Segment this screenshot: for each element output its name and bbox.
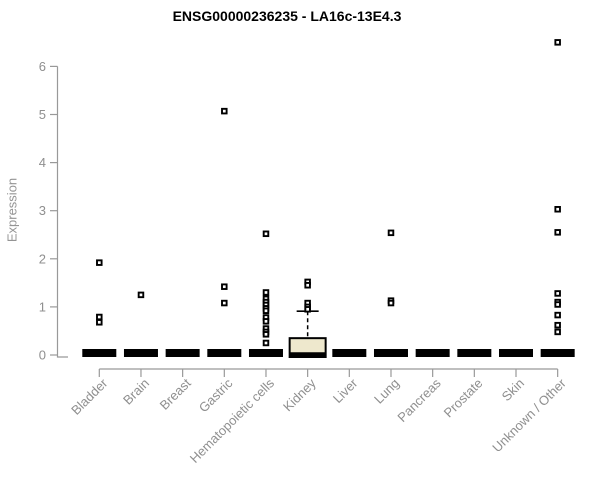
y-tick-label: 0 bbox=[39, 348, 46, 363]
box-collapsed bbox=[540, 349, 575, 357]
box-collapsed bbox=[332, 349, 367, 357]
outlier-point bbox=[554, 311, 561, 319]
box-collapsed bbox=[207, 349, 242, 357]
chart-title: ENSG00000236235 - LA16c-13E4.3 bbox=[172, 8, 402, 24]
outlier-point bbox=[554, 328, 561, 336]
y-tick-label: 4 bbox=[39, 155, 46, 170]
x-tick-label: Unknown / Other bbox=[489, 375, 569, 455]
box-collapsed bbox=[248, 349, 283, 357]
outlier-point bbox=[304, 282, 311, 289]
x-tick-label: Breast bbox=[157, 375, 194, 412]
box-collapsed bbox=[123, 349, 158, 357]
outlier-point bbox=[262, 289, 270, 296]
outlier-point bbox=[304, 306, 311, 313]
y-tick-label: 6 bbox=[39, 59, 46, 74]
outlier-point bbox=[554, 321, 561, 329]
box-collapsed bbox=[373, 349, 408, 357]
outlier-point bbox=[554, 206, 561, 213]
outlier-point bbox=[221, 299, 228, 307]
x-tick-label: Lung bbox=[371, 376, 402, 407]
y-tick-label: 3 bbox=[39, 203, 46, 218]
outlier-point bbox=[96, 259, 103, 266]
outlier-point bbox=[262, 339, 270, 347]
outlier-point bbox=[262, 331, 270, 338]
x-tick-label: Brain bbox=[120, 376, 152, 408]
y-tick-label: 5 bbox=[39, 107, 46, 122]
y-tick-label: 2 bbox=[39, 251, 46, 266]
box-collapsed bbox=[82, 349, 117, 357]
box-collapsed bbox=[499, 349, 533, 357]
outlier-point bbox=[262, 318, 270, 325]
outlier-point bbox=[137, 291, 145, 299]
x-tick-label: Liver bbox=[330, 375, 361, 406]
outlier-point bbox=[554, 290, 561, 297]
box-collapsed bbox=[165, 349, 200, 357]
x-tick-label: Skin bbox=[499, 376, 527, 404]
outlier-point bbox=[221, 107, 228, 115]
outlier-point bbox=[262, 307, 270, 314]
x-tick-label: Kidney bbox=[280, 375, 319, 414]
outlier-point bbox=[387, 229, 395, 237]
outlier-point bbox=[387, 299, 395, 307]
x-tick-label: Pancreas bbox=[394, 375, 444, 425]
outlier-point bbox=[262, 230, 270, 238]
outlier-point bbox=[554, 301, 561, 308]
outlier-point bbox=[96, 313, 103, 321]
y-axis-line bbox=[56, 66, 68, 358]
x-tick-label: Prostate bbox=[441, 376, 486, 421]
outlier-point bbox=[221, 283, 228, 290]
outlier-point bbox=[96, 319, 103, 326]
y-tick-label: 1 bbox=[39, 299, 46, 314]
outlier-point bbox=[554, 39, 561, 46]
outlier-point bbox=[554, 229, 561, 236]
x-tick-label: Bladder bbox=[68, 375, 111, 418]
box-collapsed bbox=[415, 349, 450, 357]
box-collapsed bbox=[457, 349, 492, 357]
x-tick-label: Gastric bbox=[196, 375, 236, 415]
